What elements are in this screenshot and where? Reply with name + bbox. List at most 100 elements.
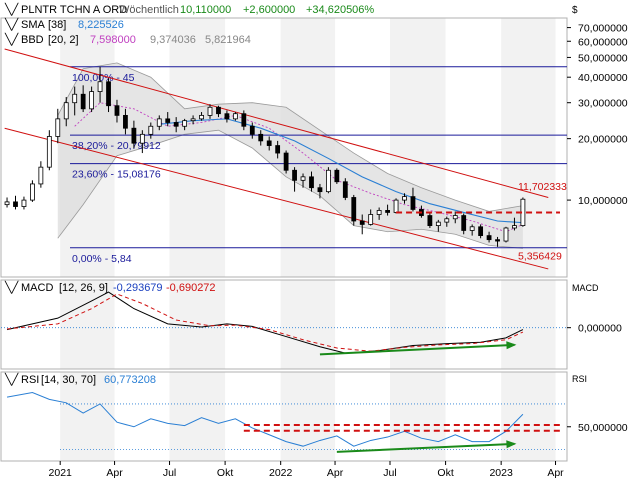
header-menu-icon[interactable]: ╲╱ — [4, 2, 20, 16]
x-tick-label: Apr — [327, 467, 344, 479]
price-axis-title: $ — [572, 5, 578, 16]
candle-body — [351, 197, 357, 222]
candle — [190, 115, 196, 125]
candle-body — [190, 118, 196, 122]
candle-body — [503, 227, 509, 242]
quarter-band — [390, 18, 446, 277]
bbd-label: BBD — [21, 34, 44, 46]
candle-body — [376, 210, 382, 215]
candle-body — [359, 220, 365, 225]
bbd-value-mid: 7,598000 — [90, 34, 136, 46]
candle — [55, 108, 61, 144]
macd-label: MACD — [21, 282, 53, 294]
candle — [385, 204, 390, 216]
rsi-panel — [6, 392, 567, 453]
candle-body — [427, 215, 433, 226]
candle — [114, 99, 120, 123]
sma-line — [159, 118, 523, 224]
bbd-params: [20, 2] — [48, 34, 79, 46]
sma-params: [38] — [48, 19, 66, 31]
candle — [410, 187, 416, 212]
macd-divergence-arrow — [319, 343, 515, 356]
rsi-header: ╲╱ RSI [14, 30, 70] 60,773208 — [4, 372, 156, 386]
header-last: 10,110000 — [180, 4, 231, 16]
header-change: +2,600000 — [243, 4, 295, 16]
candle-body — [80, 93, 86, 110]
x-tick-label: Apr — [547, 467, 564, 479]
price-tick-label: 10,000000 — [578, 195, 628, 207]
candle — [334, 168, 340, 184]
candle — [325, 167, 331, 194]
macd-axis-title: MACD — [572, 283, 599, 293]
candle — [249, 122, 255, 139]
x-tick-label: 2021 — [49, 467, 73, 479]
candle — [495, 236, 500, 247]
candle-body — [385, 210, 390, 213]
quarter-band — [169, 18, 226, 277]
candle-body — [342, 181, 348, 198]
rsi-label: RSI — [21, 374, 39, 386]
candle-body — [486, 235, 492, 241]
bbd-menu-icon[interactable]: ╲╱ — [4, 32, 20, 46]
candle-body — [461, 215, 467, 231]
candle-body — [317, 187, 323, 193]
candle — [89, 86, 95, 113]
macd-arrow-head — [506, 341, 517, 350]
candle — [148, 122, 154, 139]
candle — [427, 213, 433, 228]
price-panel: 100,00% - 45 38,20% - 20,79912 23,60% - 15… — [4, 48, 567, 270]
candle-body — [165, 118, 171, 123]
candle-body — [97, 81, 103, 93]
bollinger-lower-line — [57, 129, 523, 249]
candle-body — [402, 196, 407, 201]
sma-label: SMA — [21, 19, 46, 31]
candle — [368, 209, 374, 226]
panel-frame — [0, 279, 568, 370]
candle-body — [46, 136, 52, 168]
price-tick-label: 70,000000 — [578, 23, 628, 35]
bollinger-upper-line — [57, 62, 523, 212]
candle-body — [495, 239, 500, 242]
candle-body — [63, 102, 69, 120]
macd-menu-icon[interactable]: ╲╱ — [4, 280, 20, 294]
candle — [216, 105, 221, 118]
candle — [38, 161, 44, 188]
candle-body — [148, 125, 154, 135]
price-tick-label: 30,000000 — [578, 98, 628, 110]
candle — [30, 180, 35, 202]
candle-body — [21, 199, 27, 207]
fib-level-label: 100,00% - 45 — [72, 72, 135, 84]
rsi-params: [14, 30, 70] — [41, 374, 96, 386]
candle — [63, 96, 69, 127]
candle — [106, 78, 111, 113]
sma-menu-icon[interactable]: ╲╱ — [4, 17, 20, 31]
rsi-menu-icon[interactable]: ╲╱ — [4, 372, 20, 386]
candle — [317, 183, 323, 199]
bbd-value-lower: 5,821964 — [205, 34, 251, 46]
candle-body — [410, 196, 416, 210]
candle-body — [292, 169, 297, 181]
x-tick-label: Jul — [163, 467, 176, 479]
candle — [173, 117, 179, 133]
candle-body — [393, 199, 399, 213]
quarter-band — [390, 280, 446, 369]
candle — [300, 173, 306, 188]
fib-level-label: 38,20% - 20,79912 — [72, 140, 161, 152]
quarter-band — [60, 372, 115, 461]
candle — [156, 115, 162, 131]
quarter-band — [60, 280, 115, 369]
candle — [283, 150, 289, 174]
x-tick-label: 2022 — [269, 467, 293, 479]
candle — [486, 231, 492, 243]
quarter-band — [280, 280, 336, 369]
candle-body — [435, 221, 441, 226]
price-header: ╲╱ PLNTR TCHN A ORD Wöchentlich 10,11000… — [4, 2, 374, 46]
rsi-value: 60,773208 — [104, 374, 156, 386]
rsi-line — [6, 392, 524, 447]
candle-body — [207, 106, 213, 116]
channel-upper-line — [4, 48, 549, 198]
candle — [165, 112, 171, 127]
candle — [444, 216, 450, 227]
candle-body — [173, 122, 179, 127]
